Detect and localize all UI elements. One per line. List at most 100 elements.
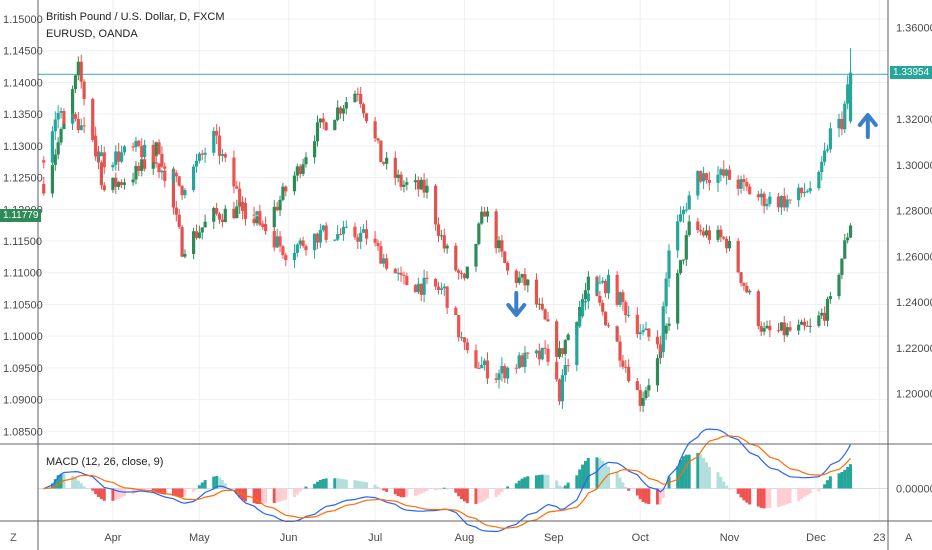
macd-histogram-bar	[174, 488, 178, 497]
right-price-axis[interactable]: 1.360001.340001.320001.300001.280001.260…	[896, 22, 932, 495]
gbpusd-candle-body	[776, 196, 781, 208]
eurusd-candle-body	[419, 179, 423, 190]
gbpusd-candle-body	[321, 225, 325, 231]
macd-histogram-bar	[480, 488, 484, 503]
gbpusd-candle-body	[641, 330, 645, 333]
macd-histogram-bar	[719, 477, 723, 489]
gbpusd-candle-body	[56, 112, 60, 120]
eurusd-candle-body	[359, 93, 363, 105]
macd-histogram-bar	[442, 487, 446, 489]
gbpusd-candle-body	[678, 214, 683, 222]
eurusd-candle-body	[413, 180, 418, 183]
gbpusd-candle-body	[483, 360, 487, 366]
macd-histogram-bar	[333, 478, 337, 489]
gbpusd-candle-body	[264, 227, 268, 232]
macd-histogram-bar	[802, 488, 806, 497]
eurusd-candle-body	[676, 273, 680, 324]
macd-histogram-bar	[759, 488, 763, 508]
eurusd-candle-body	[376, 138, 380, 141]
gbpusd-candle-body	[137, 140, 141, 146]
eurusd-candle-body	[301, 164, 305, 174]
macd-histogram-bar	[278, 488, 282, 502]
gbpusd-candle-body	[457, 315, 461, 338]
gbpusd-candle-body	[759, 193, 763, 198]
time-axis-tick-label: Oct	[632, 532, 649, 544]
eurusd-candle-body	[725, 238, 729, 249]
gbpusd-candle-body	[73, 114, 78, 119]
gbpusd-candle-body	[445, 286, 449, 308]
eurusd-candle-body	[143, 159, 147, 169]
macd-histogram-bar	[275, 488, 279, 503]
gbpusd-candle-body	[782, 196, 786, 208]
macd-histogram-bar	[497, 488, 501, 495]
eurusd-candle-body	[91, 98, 95, 140]
symbol-title[interactable]: British Pound / U.S. Dollar, D, FXCM	[46, 11, 225, 23]
eurusd-candle-body	[797, 324, 801, 331]
right-axis-tick-label: 1.20000	[896, 389, 932, 401]
gbpusd-candle-body	[111, 164, 115, 168]
eurusd-candle-body	[557, 348, 562, 357]
eurusd-candle-body	[586, 276, 590, 291]
macd-histogram-bar	[143, 488, 147, 491]
eurusd-candle-body	[425, 185, 429, 193]
macd-histogram-bar	[50, 483, 54, 489]
left-axis-tick-label: 1.13500	[3, 109, 43, 121]
macd-histogram-bar	[243, 488, 247, 502]
gbpusd-candle-body	[333, 239, 337, 241]
eurusd-candle-body	[483, 211, 487, 217]
bottom-right-corner-label[interactable]: A	[905, 532, 913, 544]
eurusd-candle-body	[566, 334, 570, 341]
gbpusd-candle-body	[140, 145, 144, 158]
gbpusd-candle-body	[745, 182, 749, 187]
right-axis-tick-label: 1.32000	[896, 114, 932, 126]
left-price-axis[interactable]: 1.15000 1.14500 1.14000 1.13500 1.13000 1.125…	[3, 14, 43, 438]
macd-histogram-bar	[255, 488, 259, 504]
macd-label[interactable]: MACD (12, 26, close, 9)	[46, 456, 164, 468]
macd-histogram-bar	[215, 476, 219, 489]
gbpusd-candle-body	[197, 153, 201, 161]
left-axis-tick-label: 1.10000	[3, 331, 43, 343]
macd-histogram-bar	[91, 488, 95, 491]
eurusd-candle-body	[157, 142, 161, 154]
macd-histogram-bar	[586, 457, 590, 489]
gbpusd-candle-body	[180, 185, 184, 196]
eurusd-candle-body	[191, 231, 196, 254]
time-axis-tick-label: Aug	[455, 532, 475, 544]
eurusd-candle-body	[422, 179, 426, 193]
eurusd-candle-body	[459, 272, 464, 274]
eurusd-candle-body	[275, 206, 279, 211]
macd-histogram-bar	[53, 479, 57, 489]
macd-histogram-bar	[618, 477, 622, 489]
time-axis[interactable]: Apr May Jun Jul Aug Sep Oct Nov Dec 23	[104, 532, 885, 544]
gbpusd-candle-body	[76, 118, 80, 131]
macd-histogram-bar	[621, 482, 625, 489]
gbpusd-candle-body	[364, 229, 369, 239]
eurusd-candle-body	[119, 182, 124, 185]
grid	[38, 0, 888, 521]
eurusd-candle-body	[517, 277, 521, 283]
macd-histogram-bar	[114, 488, 118, 501]
eurusd-candle-body	[324, 122, 328, 131]
gbpusd-candle-body	[797, 187, 801, 201]
gbpusd-candle-body	[353, 226, 357, 238]
eurusd-candle-body	[756, 291, 760, 327]
gbpusd-candle-body	[846, 84, 850, 104]
gbpusd-candle-body	[788, 199, 792, 201]
bottom-left-corner-label[interactable]: Z	[10, 532, 17, 544]
macd-histogram-bar	[627, 488, 631, 491]
gbpusd-candle-body	[422, 277, 426, 295]
macd-histogram-bar	[445, 488, 449, 490]
macd-histogram-bar	[457, 488, 461, 497]
gbpusd-candle-body	[134, 140, 138, 148]
macd-histogram-bar	[820, 488, 824, 490]
eurusd-candle-body	[843, 240, 847, 259]
gbpusd-candle-body	[727, 169, 732, 180]
macd-histogram-bar	[171, 488, 175, 496]
eurusd-candle-body	[82, 81, 86, 99]
macd-histogram-bar	[849, 464, 853, 489]
macd-histogram-bar	[434, 488, 438, 491]
gbpusd-candle-body	[485, 360, 490, 379]
eurusd-candle-body	[53, 154, 57, 165]
compare-symbol-label[interactable]: EURUSD, OANDA	[46, 28, 138, 40]
